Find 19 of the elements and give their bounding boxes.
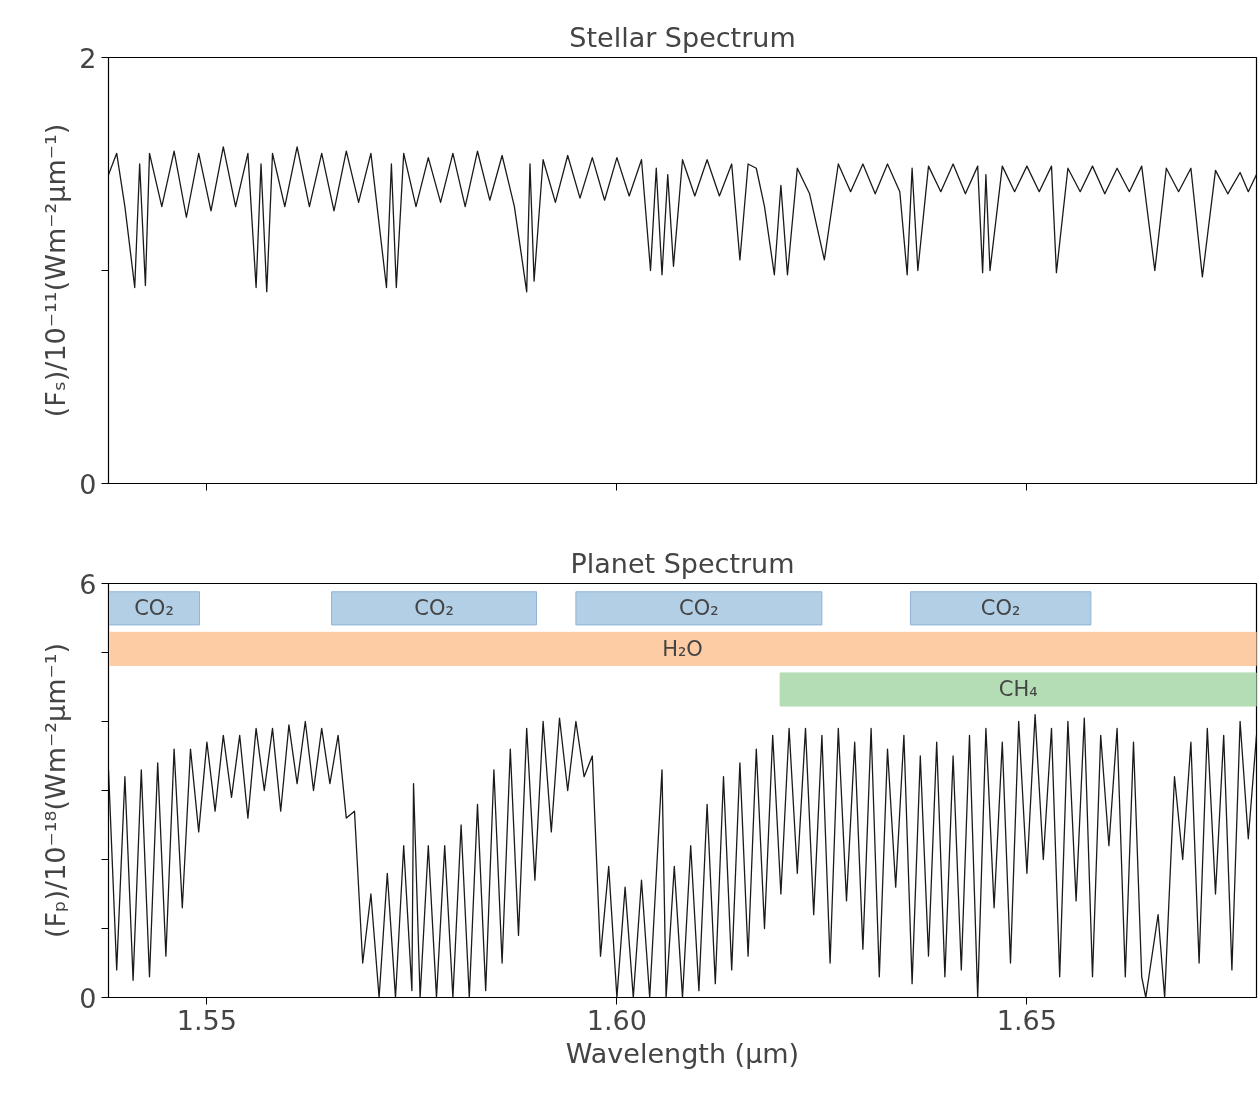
y-axis-title: (Fₛ)/10⁻¹¹(Wm⁻²μm⁻¹) (40, 123, 72, 418)
x-tick-label: 1.55 (176, 1004, 237, 1036)
band-label: CO₂ (134, 596, 174, 621)
x-tick-label: 1.60 (586, 1004, 647, 1036)
y-tick-label: 0 (79, 982, 97, 1014)
x-axis-title: Wavelength (μm) (565, 1037, 800, 1069)
y-tick-label: 2 (79, 42, 97, 74)
band-label: CO₂ (679, 596, 719, 621)
band-label: CO₂ (414, 596, 454, 621)
y-axis-title: (Fₚ)/10⁻¹⁸(Wm⁻²μm⁻¹) (40, 642, 72, 939)
band-label: H₂O (662, 636, 703, 661)
y-tick-label: 0 (79, 468, 97, 500)
band-label: CO₂ (980, 596, 1021, 621)
chart-title: Planet Spectrum (570, 547, 795, 579)
chart-title: Stellar Spectrum (569, 21, 796, 53)
x-tick-label: 1.65 (996, 1004, 1057, 1036)
band-label: CH₄ (998, 677, 1038, 702)
y-tick-label: 6 (79, 568, 97, 600)
line-series (108, 146, 1257, 293)
